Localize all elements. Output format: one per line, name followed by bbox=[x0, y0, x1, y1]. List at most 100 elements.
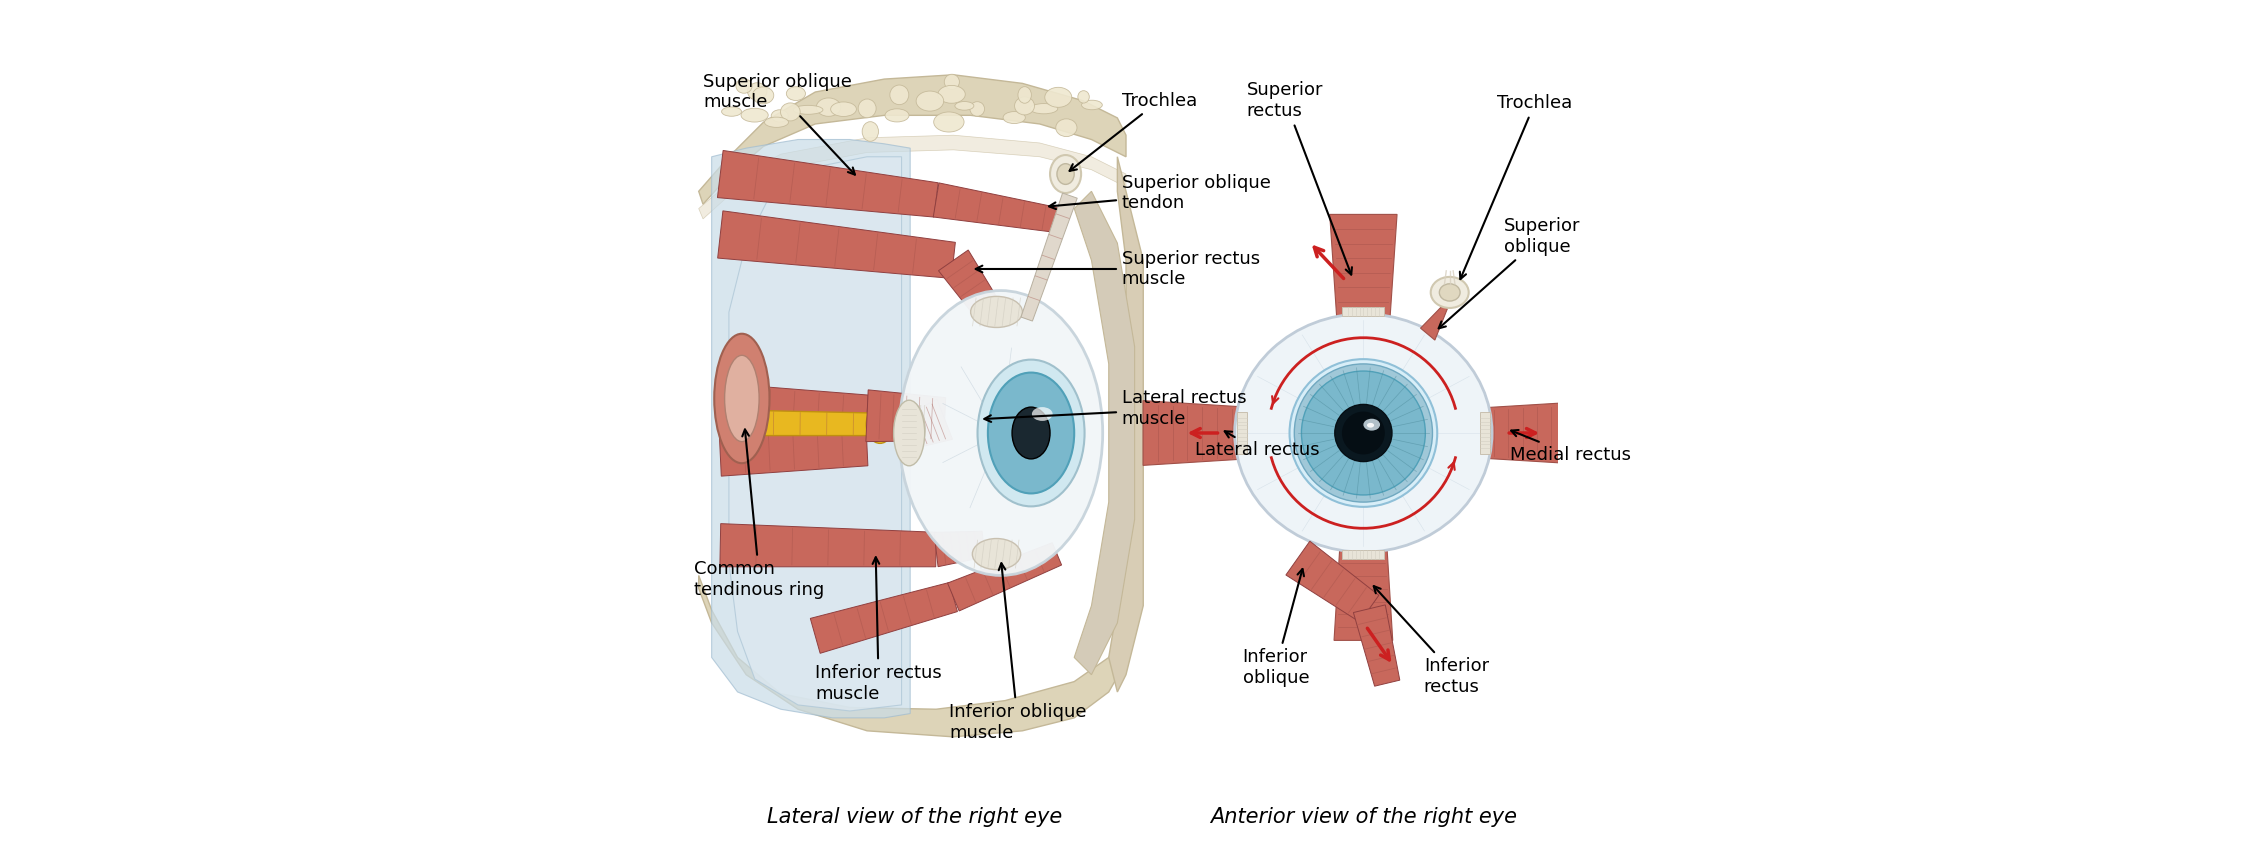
Polygon shape bbox=[718, 430, 867, 476]
Ellipse shape bbox=[863, 122, 878, 141]
Ellipse shape bbox=[1056, 164, 1074, 184]
Text: Inferior rectus
muscle: Inferior rectus muscle bbox=[815, 557, 941, 702]
Ellipse shape bbox=[1079, 91, 1090, 103]
Ellipse shape bbox=[1056, 119, 1076, 137]
Ellipse shape bbox=[917, 91, 944, 111]
Polygon shape bbox=[718, 210, 955, 278]
Polygon shape bbox=[1020, 193, 1076, 321]
Polygon shape bbox=[730, 157, 901, 711]
Polygon shape bbox=[1329, 215, 1396, 316]
Text: Trochlea: Trochlea bbox=[1459, 94, 1572, 279]
Ellipse shape bbox=[989, 372, 1074, 494]
Ellipse shape bbox=[1011, 407, 1049, 459]
Ellipse shape bbox=[1362, 418, 1380, 430]
Ellipse shape bbox=[885, 109, 910, 122]
Polygon shape bbox=[721, 524, 937, 566]
Polygon shape bbox=[948, 543, 1061, 611]
Polygon shape bbox=[1342, 307, 1385, 316]
Polygon shape bbox=[865, 390, 946, 442]
Ellipse shape bbox=[896, 403, 926, 455]
Text: Inferior
rectus: Inferior rectus bbox=[1374, 586, 1489, 695]
Polygon shape bbox=[939, 250, 1004, 324]
Ellipse shape bbox=[858, 99, 876, 118]
Ellipse shape bbox=[725, 355, 759, 442]
Ellipse shape bbox=[894, 400, 926, 466]
Ellipse shape bbox=[786, 87, 806, 100]
Ellipse shape bbox=[944, 74, 959, 89]
Ellipse shape bbox=[736, 79, 752, 94]
Ellipse shape bbox=[714, 333, 770, 463]
Polygon shape bbox=[698, 74, 1126, 204]
Text: Lateral rectus
muscle: Lateral rectus muscle bbox=[984, 390, 1245, 428]
Ellipse shape bbox=[1302, 371, 1426, 495]
Ellipse shape bbox=[770, 110, 788, 122]
Polygon shape bbox=[903, 399, 953, 449]
Text: Lateral rectus: Lateral rectus bbox=[1196, 431, 1320, 459]
Text: Inferior oblique
muscle: Inferior oblique muscle bbox=[948, 563, 1085, 741]
Ellipse shape bbox=[752, 87, 775, 104]
Ellipse shape bbox=[1290, 359, 1437, 507]
Ellipse shape bbox=[721, 107, 741, 116]
Ellipse shape bbox=[1342, 411, 1385, 455]
Ellipse shape bbox=[973, 539, 1020, 570]
Ellipse shape bbox=[1439, 284, 1459, 301]
Ellipse shape bbox=[1081, 100, 1101, 110]
Polygon shape bbox=[721, 410, 881, 436]
Ellipse shape bbox=[971, 101, 984, 116]
Ellipse shape bbox=[1335, 404, 1392, 462]
Text: Anterior view of the right eye: Anterior view of the right eye bbox=[1209, 807, 1518, 827]
Polygon shape bbox=[932, 183, 1067, 234]
Ellipse shape bbox=[1031, 407, 1052, 421]
Polygon shape bbox=[1342, 550, 1385, 559]
Ellipse shape bbox=[793, 106, 822, 114]
Text: Lateral view of the right eye: Lateral view of the right eye bbox=[768, 807, 1063, 827]
Ellipse shape bbox=[1430, 277, 1468, 308]
Ellipse shape bbox=[1018, 87, 1031, 103]
Polygon shape bbox=[1286, 541, 1378, 622]
Text: Superior
oblique: Superior oblique bbox=[1439, 216, 1581, 328]
Polygon shape bbox=[1421, 286, 1457, 340]
Text: Common
tendinous ring: Common tendinous ring bbox=[694, 430, 824, 599]
Text: Superior rectus
muscle: Superior rectus muscle bbox=[975, 249, 1259, 288]
Ellipse shape bbox=[977, 359, 1085, 507]
Polygon shape bbox=[1353, 604, 1401, 686]
Polygon shape bbox=[718, 384, 869, 436]
Text: Superior oblique
muscle: Superior oblique muscle bbox=[703, 73, 856, 175]
Ellipse shape bbox=[781, 103, 799, 121]
Text: Superior oblique
tendon: Superior oblique tendon bbox=[1049, 173, 1270, 212]
Ellipse shape bbox=[741, 108, 768, 122]
Polygon shape bbox=[1108, 157, 1144, 692]
Polygon shape bbox=[1144, 401, 1248, 465]
Ellipse shape bbox=[1016, 97, 1034, 115]
Polygon shape bbox=[811, 583, 957, 653]
Polygon shape bbox=[718, 151, 939, 217]
Ellipse shape bbox=[831, 102, 856, 116]
Ellipse shape bbox=[1295, 364, 1432, 502]
Polygon shape bbox=[1333, 550, 1392, 640]
Text: Superior
rectus: Superior rectus bbox=[1248, 81, 1351, 275]
Ellipse shape bbox=[1002, 112, 1025, 124]
Text: Inferior
oblique: Inferior oblique bbox=[1243, 569, 1308, 688]
Ellipse shape bbox=[867, 405, 894, 443]
Ellipse shape bbox=[1049, 155, 1081, 193]
Ellipse shape bbox=[955, 101, 973, 110]
Ellipse shape bbox=[1045, 87, 1072, 107]
Polygon shape bbox=[698, 135, 1126, 219]
Polygon shape bbox=[698, 575, 1126, 737]
Ellipse shape bbox=[937, 86, 966, 103]
Ellipse shape bbox=[1367, 423, 1374, 428]
Ellipse shape bbox=[1234, 313, 1493, 553]
Ellipse shape bbox=[971, 296, 1022, 327]
Polygon shape bbox=[1074, 191, 1135, 675]
Ellipse shape bbox=[935, 112, 964, 132]
Text: Trochlea: Trochlea bbox=[1070, 92, 1196, 171]
Ellipse shape bbox=[899, 291, 1103, 575]
Ellipse shape bbox=[1029, 104, 1058, 113]
Ellipse shape bbox=[763, 117, 788, 127]
Polygon shape bbox=[935, 531, 984, 566]
Polygon shape bbox=[1236, 412, 1248, 454]
Polygon shape bbox=[712, 139, 910, 718]
Polygon shape bbox=[1480, 412, 1489, 454]
Polygon shape bbox=[1480, 402, 1579, 464]
Ellipse shape bbox=[815, 98, 840, 116]
